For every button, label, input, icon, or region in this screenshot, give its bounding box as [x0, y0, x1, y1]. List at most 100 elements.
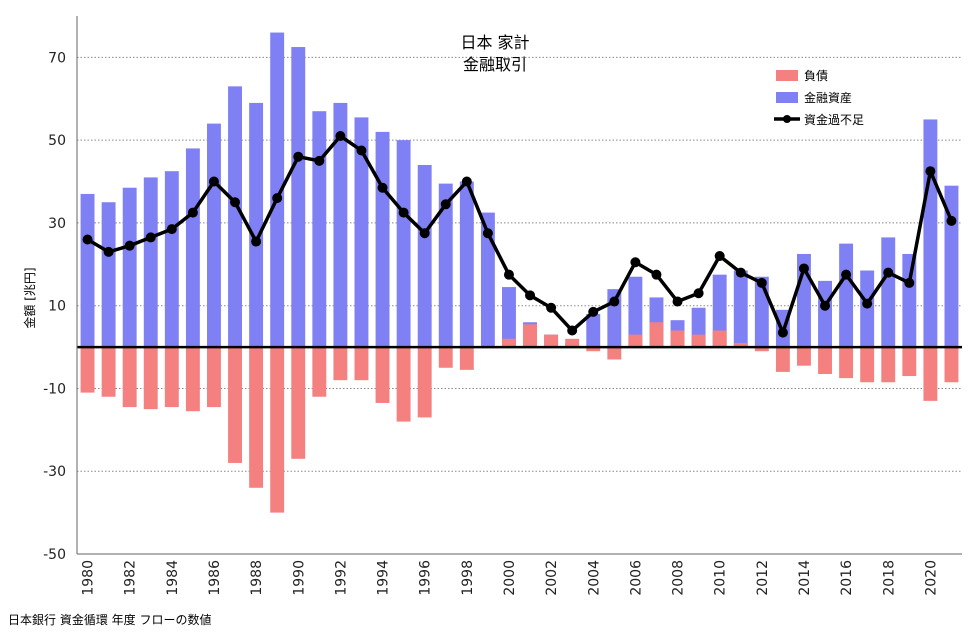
x-tick-label: 1998	[460, 560, 476, 596]
bar-liabilities	[396, 347, 411, 422]
point-balance	[588, 306, 599, 317]
x-tick-label: 1980	[81, 560, 97, 596]
bar-assets	[586, 313, 601, 348]
y-tick-label: 70	[48, 50, 66, 66]
x-tick-label: 1988	[249, 560, 265, 596]
bar-liabilities	[607, 347, 622, 360]
bar-assets	[733, 270, 748, 348]
bar-liabilities	[207, 347, 221, 408]
point-balance	[335, 131, 346, 142]
bar-assets	[122, 187, 137, 348]
bar-liabilities	[164, 347, 179, 408]
bar-liabilities	[754, 347, 769, 352]
y-axis-ticks: 70 50 30 10 -10 -30 -50	[43, 50, 66, 563]
bar-assets	[164, 171, 179, 348]
point-balance	[862, 298, 873, 309]
y-tick-label: -30	[43, 464, 66, 480]
point-balance	[630, 257, 641, 268]
bar-assets	[502, 287, 516, 348]
bar-liabilities	[438, 347, 453, 368]
legend-swatch-liabilities	[776, 70, 798, 81]
point-balance	[946, 215, 957, 226]
x-tick-label: 2020	[923, 560, 939, 596]
point-balance	[714, 251, 725, 262]
legend-label-assets: 金融資産	[804, 90, 852, 105]
bar-assets	[417, 164, 432, 348]
bar-liabilities	[354, 347, 369, 381]
point-balance	[693, 288, 704, 299]
bar-assets	[459, 181, 474, 348]
bar-liabilities	[523, 324, 537, 348]
bar-liabilities	[670, 330, 685, 348]
y-tick-label: 30	[48, 216, 66, 232]
y-axis-label: 金額 [兆円]	[22, 267, 37, 328]
x-tick-label: 2008	[671, 560, 687, 596]
bar-liabilities	[565, 338, 580, 348]
bar-liabilities	[712, 330, 727, 348]
bar-assets	[333, 102, 348, 348]
point-balance	[251, 236, 262, 247]
point-balance	[145, 232, 156, 243]
bar-liabilities	[228, 347, 242, 463]
point-balance	[820, 300, 831, 311]
point-balance	[293, 151, 304, 162]
bar-liabilities	[312, 347, 327, 397]
bar-assets	[480, 212, 495, 348]
x-tick-label: 1994	[376, 560, 392, 596]
bar-liabilities	[249, 347, 264, 488]
bar-assets	[312, 111, 327, 348]
point-balance	[798, 263, 809, 274]
legend-swatch-assets	[776, 92, 798, 103]
point-balance	[735, 267, 746, 278]
point-balance	[82, 234, 93, 245]
bar-assets	[228, 86, 242, 348]
bar-liabilities	[881, 347, 896, 383]
bar-liabilities	[860, 347, 875, 383]
bar-assets	[207, 123, 221, 348]
chart-title-line-2: 金融取引	[463, 55, 527, 74]
bar-assets	[438, 183, 453, 348]
point-balance	[377, 182, 388, 193]
x-tick-label: 2012	[755, 560, 771, 596]
bar-assets	[839, 243, 854, 348]
bar-liabilities	[649, 322, 664, 348]
bar-liabilities	[502, 338, 516, 348]
bar-assets	[291, 47, 306, 348]
point-balance	[651, 269, 662, 280]
point-balance	[440, 199, 451, 210]
bar-liabilities	[185, 347, 200, 412]
bar-liabilities	[691, 334, 706, 348]
bar-liabilities	[375, 347, 390, 403]
bar-assets	[249, 102, 264, 348]
point-balance	[187, 207, 198, 218]
bar-liabilities	[80, 347, 95, 393]
x-tick-label: 2004	[586, 560, 602, 596]
point-balance	[230, 197, 241, 208]
point-balance	[777, 327, 788, 338]
point-balance	[756, 277, 767, 288]
bar-liabilities	[291, 347, 306, 459]
x-tick-label: 1986	[207, 560, 223, 596]
bar-liabilities	[417, 347, 432, 418]
x-tick-label: 1984	[165, 560, 181, 596]
x-tick-label: 2018	[881, 560, 897, 596]
bar-assets	[881, 237, 896, 348]
bar-liabilities	[270, 347, 285, 513]
bar-assets	[923, 119, 938, 348]
point-balance	[124, 240, 135, 251]
y-tick-label: -50	[43, 547, 66, 563]
x-tick-label: 1992	[333, 560, 349, 596]
x-tick-label: 2000	[502, 560, 518, 596]
bars	[80, 32, 959, 513]
x-tick-label: 2016	[839, 560, 855, 596]
bar-liabilities	[902, 347, 917, 377]
bar-liabilities	[775, 347, 790, 372]
source-note: 日本銀行 資金循環 年度 フローの数値	[8, 612, 211, 627]
point-balance	[314, 155, 325, 166]
bar-assets	[354, 117, 369, 348]
bar-liabilities	[143, 347, 158, 410]
bar-liabilities	[333, 347, 348, 381]
bar-liabilities	[733, 342, 748, 348]
point-balance	[883, 267, 894, 278]
bar-assets	[270, 32, 285, 348]
